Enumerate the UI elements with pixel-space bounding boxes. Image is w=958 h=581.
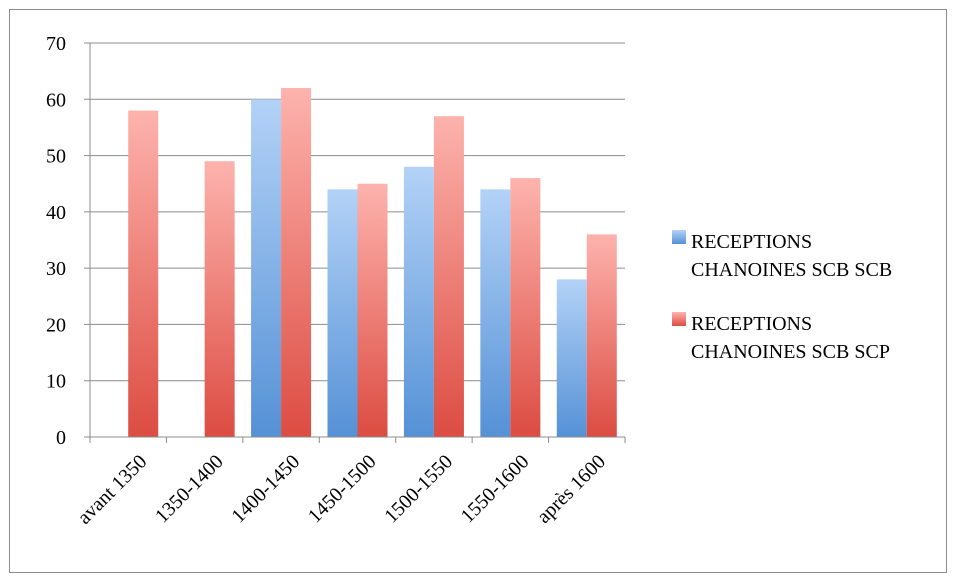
x-tick-label: 1350-1400 bbox=[151, 451, 228, 528]
legend: RECEPTIONS CHANOINES SCB SCB RECEPTIONS CHA… bbox=[672, 230, 892, 363]
legend-label-2: RECEPTIONS bbox=[691, 313, 812, 335]
bar-series-2 bbox=[357, 183, 388, 437]
axes bbox=[84, 42, 626, 443]
bar-series-1 bbox=[327, 189, 358, 437]
bar-series-2 bbox=[510, 178, 541, 438]
y-tick-label: 60 bbox=[46, 89, 66, 111]
x-tick-label: après 1600 bbox=[533, 451, 610, 528]
bar-series-1 bbox=[251, 99, 282, 438]
legend-label-1: CHANOINES SCB SCB bbox=[691, 259, 892, 281]
chart-frame bbox=[9, 9, 947, 573]
y-tick-label: 20 bbox=[46, 314, 66, 336]
y-tick-label: 40 bbox=[46, 202, 66, 224]
x-tick-label: 1450-1500 bbox=[304, 451, 381, 528]
bar-series-2 bbox=[586, 234, 617, 437]
bar-series-2 bbox=[281, 88, 312, 438]
bar-series-2 bbox=[433, 116, 464, 438]
bar-series-1 bbox=[556, 279, 587, 437]
y-tick-label: 50 bbox=[46, 146, 66, 168]
bar-series-2 bbox=[128, 110, 159, 438]
legend-label-2: CHANOINES SCB SCP bbox=[691, 341, 890, 363]
bar-series-1 bbox=[403, 166, 434, 438]
x-tick-label: 1550-1600 bbox=[457, 451, 534, 528]
bar-series-2 bbox=[204, 161, 235, 437]
x-tick-label: avant 1350 bbox=[73, 451, 151, 529]
bars bbox=[128, 88, 617, 438]
x-tick-label: 1500-1550 bbox=[380, 451, 457, 528]
x-tick-label: 1400-1450 bbox=[227, 451, 304, 528]
y-tick-label: 30 bbox=[46, 258, 66, 280]
legend-label-1: RECEPTIONS bbox=[691, 231, 812, 253]
bar-series-1 bbox=[480, 189, 511, 437]
legend-swatch-2 bbox=[672, 312, 686, 326]
y-tick-label: 0 bbox=[56, 427, 66, 449]
legend-swatch-1 bbox=[672, 230, 686, 244]
y-tick-label: 10 bbox=[46, 371, 66, 393]
y-tick-label: 70 bbox=[46, 33, 66, 55]
